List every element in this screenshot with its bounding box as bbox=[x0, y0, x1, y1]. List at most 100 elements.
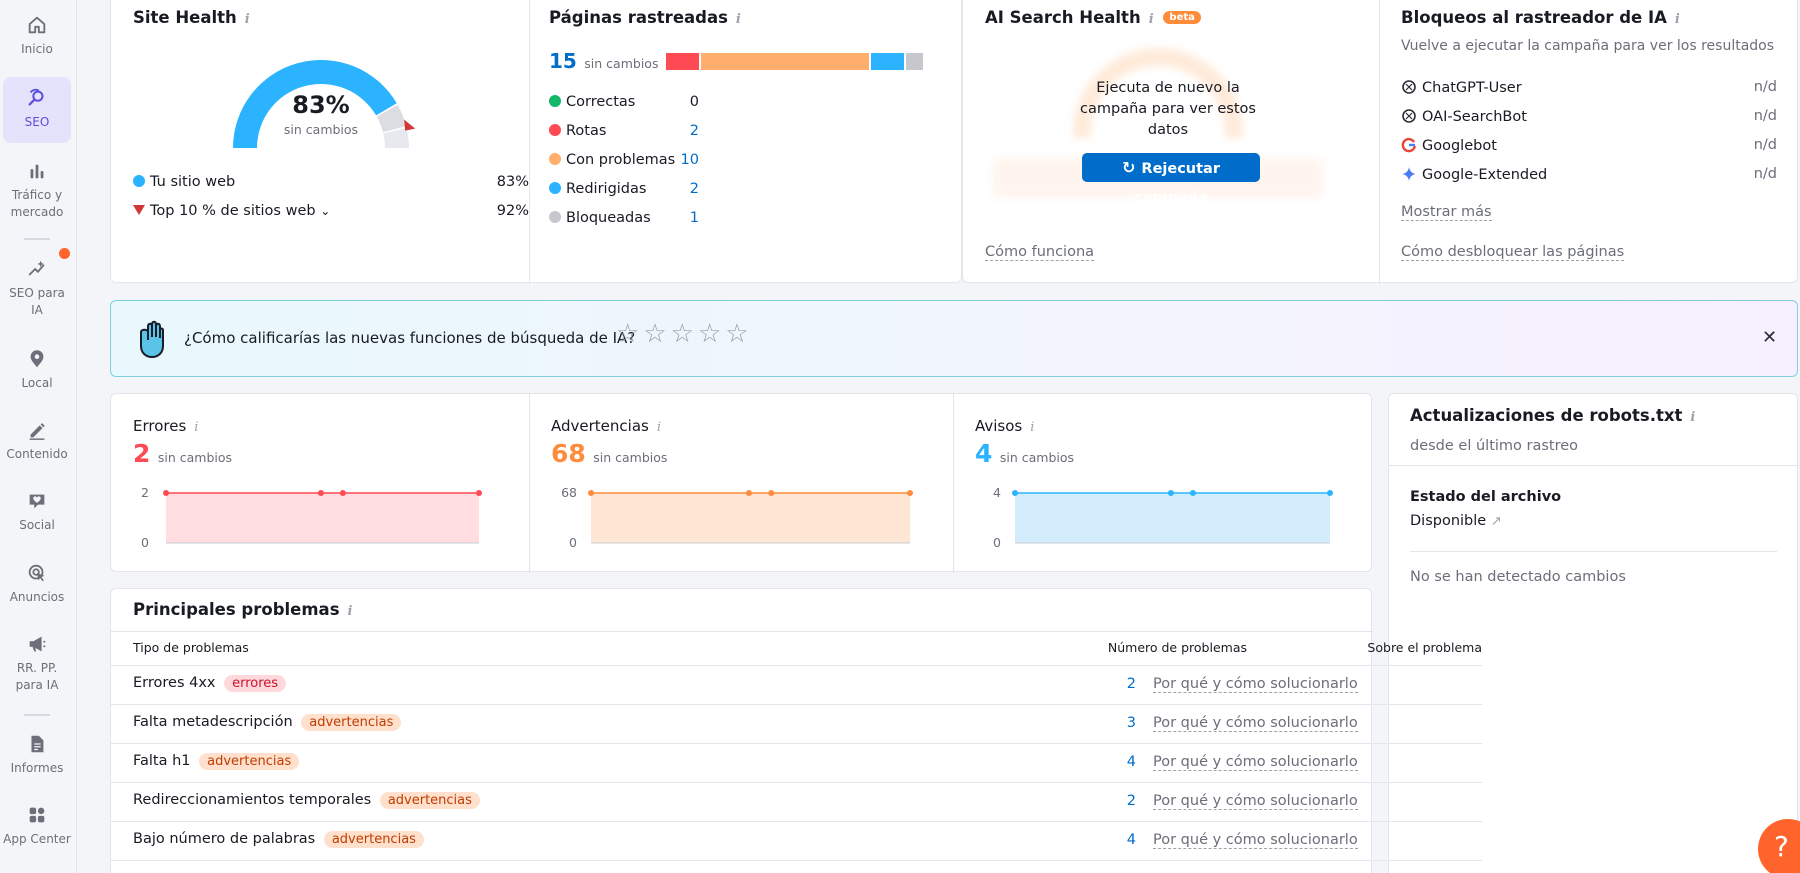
sparkline-area bbox=[591, 493, 910, 543]
gauge-gap-arc bbox=[376, 104, 407, 133]
status-dot-icon bbox=[549, 211, 561, 223]
how-it-works-link[interactable]: Cómo funciona bbox=[985, 244, 1095, 261]
sidebar-item-inicio[interactable]: Inicio bbox=[3, 14, 71, 64]
status-dot-icon bbox=[549, 124, 561, 136]
legend-your-site: Tu sitio web 83% bbox=[133, 174, 529, 190]
issue-help-link[interactable]: Por qué y cómo solucionarlo bbox=[1153, 715, 1358, 732]
metric-value: 4 sin cambios bbox=[975, 439, 1075, 468]
y-axis-min: 0 bbox=[569, 535, 577, 550]
divider bbox=[1379, 0, 1380, 284]
crawled-bar-segment bbox=[666, 53, 700, 70]
top10-marker bbox=[404, 119, 416, 131]
divider bbox=[1389, 465, 1799, 466]
ai-blocks-subtitle: Vuelve a ejecutar la campaña para ver lo… bbox=[1401, 38, 1775, 54]
issue-count[interactable]: 3 bbox=[1126, 715, 1136, 731]
sidebar-item-informes[interactable]: Informes bbox=[3, 733, 71, 783]
top10-dropdown[interactable]: Top 10 % de sitios web ⌄ bbox=[150, 203, 331, 219]
sidebar-item-anuncios[interactable]: Anuncios bbox=[3, 562, 71, 612]
rerun-campaign-button[interactable]: ↻ Rejecutar campaña bbox=[1082, 153, 1260, 206]
home-icon bbox=[28, 16, 46, 34]
ai-health-message: Ejecuta de nuevo la campaña para ver est… bbox=[1080, 80, 1256, 138]
notification-dot bbox=[59, 248, 70, 259]
metric-title: Advertencias i bbox=[551, 417, 662, 435]
col-header-type: Tipo de problemas bbox=[133, 640, 249, 655]
sparkline-point bbox=[1189, 490, 1196, 496]
issue-count[interactable]: 2 bbox=[1126, 676, 1136, 692]
crawled-title: Páginas rastreadas i bbox=[549, 8, 741, 27]
sidebar-item-local[interactable]: Local bbox=[3, 348, 71, 398]
star-icon[interactable]: ☆ bbox=[643, 319, 667, 349]
unblock-pages-link[interactable]: Cómo desbloquear las páginas bbox=[1401, 244, 1625, 261]
beta-badge: beta bbox=[1163, 11, 1201, 24]
gauge-rest-arc bbox=[383, 127, 409, 148]
info-icon[interactable]: i bbox=[656, 420, 662, 435]
sparkline-point bbox=[1167, 490, 1174, 496]
issue-name: Redireccionamientos temporales bbox=[133, 792, 372, 808]
crawled-row-rotas: Rotas 2 bbox=[549, 123, 699, 139]
site-health-title: Site Health i bbox=[133, 8, 250, 27]
help-button[interactable]: ? bbox=[1758, 819, 1800, 873]
divider bbox=[529, 0, 530, 284]
metrics-card: Errores i 2 sin cambios 2 0 Advertencias i 68 s… bbox=[110, 393, 1372, 573]
sidebar-item-trafico[interactable]: Tráfico y mercado bbox=[3, 160, 71, 224]
ai-card: AI Search Health i beta Ejecuta de nuevo … bbox=[962, 0, 1798, 284]
issue-help-link[interactable]: Por qué y cómo solucionarlo bbox=[1153, 832, 1358, 849]
info-icon[interactable]: i bbox=[1690, 410, 1696, 425]
star-icon[interactable]: ☆ bbox=[670, 319, 694, 349]
heart-bubble-icon bbox=[29, 494, 45, 509]
issue-name: Falta h1 bbox=[133, 753, 191, 769]
star-icon[interactable]: ☆ bbox=[697, 319, 722, 349]
issue-help-link[interactable]: Por qué y cómo solucionarlo bbox=[1153, 676, 1358, 693]
sidebar-item-label: Anuncios bbox=[9, 590, 65, 604]
sparkles-icon bbox=[28, 260, 45, 276]
info-icon[interactable]: i bbox=[1148, 12, 1154, 27]
issue-tag: advertencias bbox=[199, 753, 300, 770]
bot-row: Googlebot n/d bbox=[1401, 137, 1777, 157]
issue-tag: errores bbox=[224, 675, 287, 692]
sidebar-item-label: Contenido bbox=[6, 447, 68, 461]
issue-help-link[interactable]: Por qué y cómo solucionarlo bbox=[1153, 754, 1358, 771]
sparkline-point bbox=[1012, 490, 1018, 496]
site-health-gauge bbox=[233, 60, 416, 148]
sidebar-item-app-center[interactable]: App Center bbox=[3, 804, 71, 868]
star-icon[interactable]: ☆ bbox=[616, 319, 640, 349]
info-icon[interactable]: i bbox=[194, 420, 199, 435]
sidebar-item-social[interactable]: Social bbox=[3, 490, 71, 540]
star-icon[interactable]: ☆ bbox=[725, 319, 749, 349]
file-status-value[interactable]: Disponible ↗ bbox=[1410, 513, 1502, 529]
sidebar-item-seo-ia[interactable]: SEO para IA bbox=[3, 258, 71, 322]
issue-count[interactable]: 2 bbox=[1126, 793, 1136, 809]
divider bbox=[1410, 551, 1777, 552]
sidebar-item-seo[interactable]: SEO bbox=[3, 77, 71, 143]
red-triangle-icon bbox=[133, 205, 145, 215]
sparkline-point bbox=[745, 490, 752, 496]
issue-tag: advertencias bbox=[323, 831, 424, 848]
divider bbox=[529, 394, 530, 573]
info-icon[interactable]: i bbox=[735, 12, 741, 27]
close-icon[interactable]: ✕ bbox=[1762, 327, 1778, 348]
site-health-sub: sin cambios bbox=[283, 122, 359, 137]
crawled-row-bloqueadas: Bloqueadas 1 bbox=[549, 210, 699, 226]
sparkline-point bbox=[1327, 490, 1333, 496]
metric-title: Errores i bbox=[133, 417, 199, 435]
info-icon[interactable]: i bbox=[1030, 420, 1035, 435]
issue-count[interactable]: 4 bbox=[1126, 754, 1136, 770]
sparkline-point bbox=[907, 490, 913, 496]
robots-title: Actualizaciones de robots.txt i bbox=[1410, 406, 1696, 425]
metric-sparkline bbox=[163, 490, 482, 544]
issue-count[interactable]: 4 bbox=[1126, 832, 1136, 848]
info-icon[interactable]: i bbox=[244, 12, 250, 27]
show-more-link[interactable]: Mostrar más bbox=[1401, 204, 1492, 221]
sidebar-item-rrpp[interactable]: RR. PP. para IA bbox=[3, 633, 71, 697]
info-icon[interactable]: i bbox=[347, 604, 353, 619]
apps-grid-icon bbox=[29, 807, 45, 823]
site-health-card: Site Health i 83% sin cambios Tu sitio we… bbox=[110, 0, 962, 284]
refresh-icon: ↻ bbox=[1122, 158, 1136, 177]
issue-name: Errores 4xx bbox=[133, 675, 216, 691]
status-dot-icon bbox=[549, 182, 561, 194]
openai-icon bbox=[1401, 79, 1417, 99]
crawled-bar-segment bbox=[870, 53, 905, 70]
info-icon[interactable]: i bbox=[1674, 12, 1680, 27]
sidebar-item-contenido[interactable]: Contenido bbox=[3, 419, 71, 469]
issue-help-link[interactable]: Por qué y cómo solucionarlo bbox=[1153, 793, 1358, 810]
